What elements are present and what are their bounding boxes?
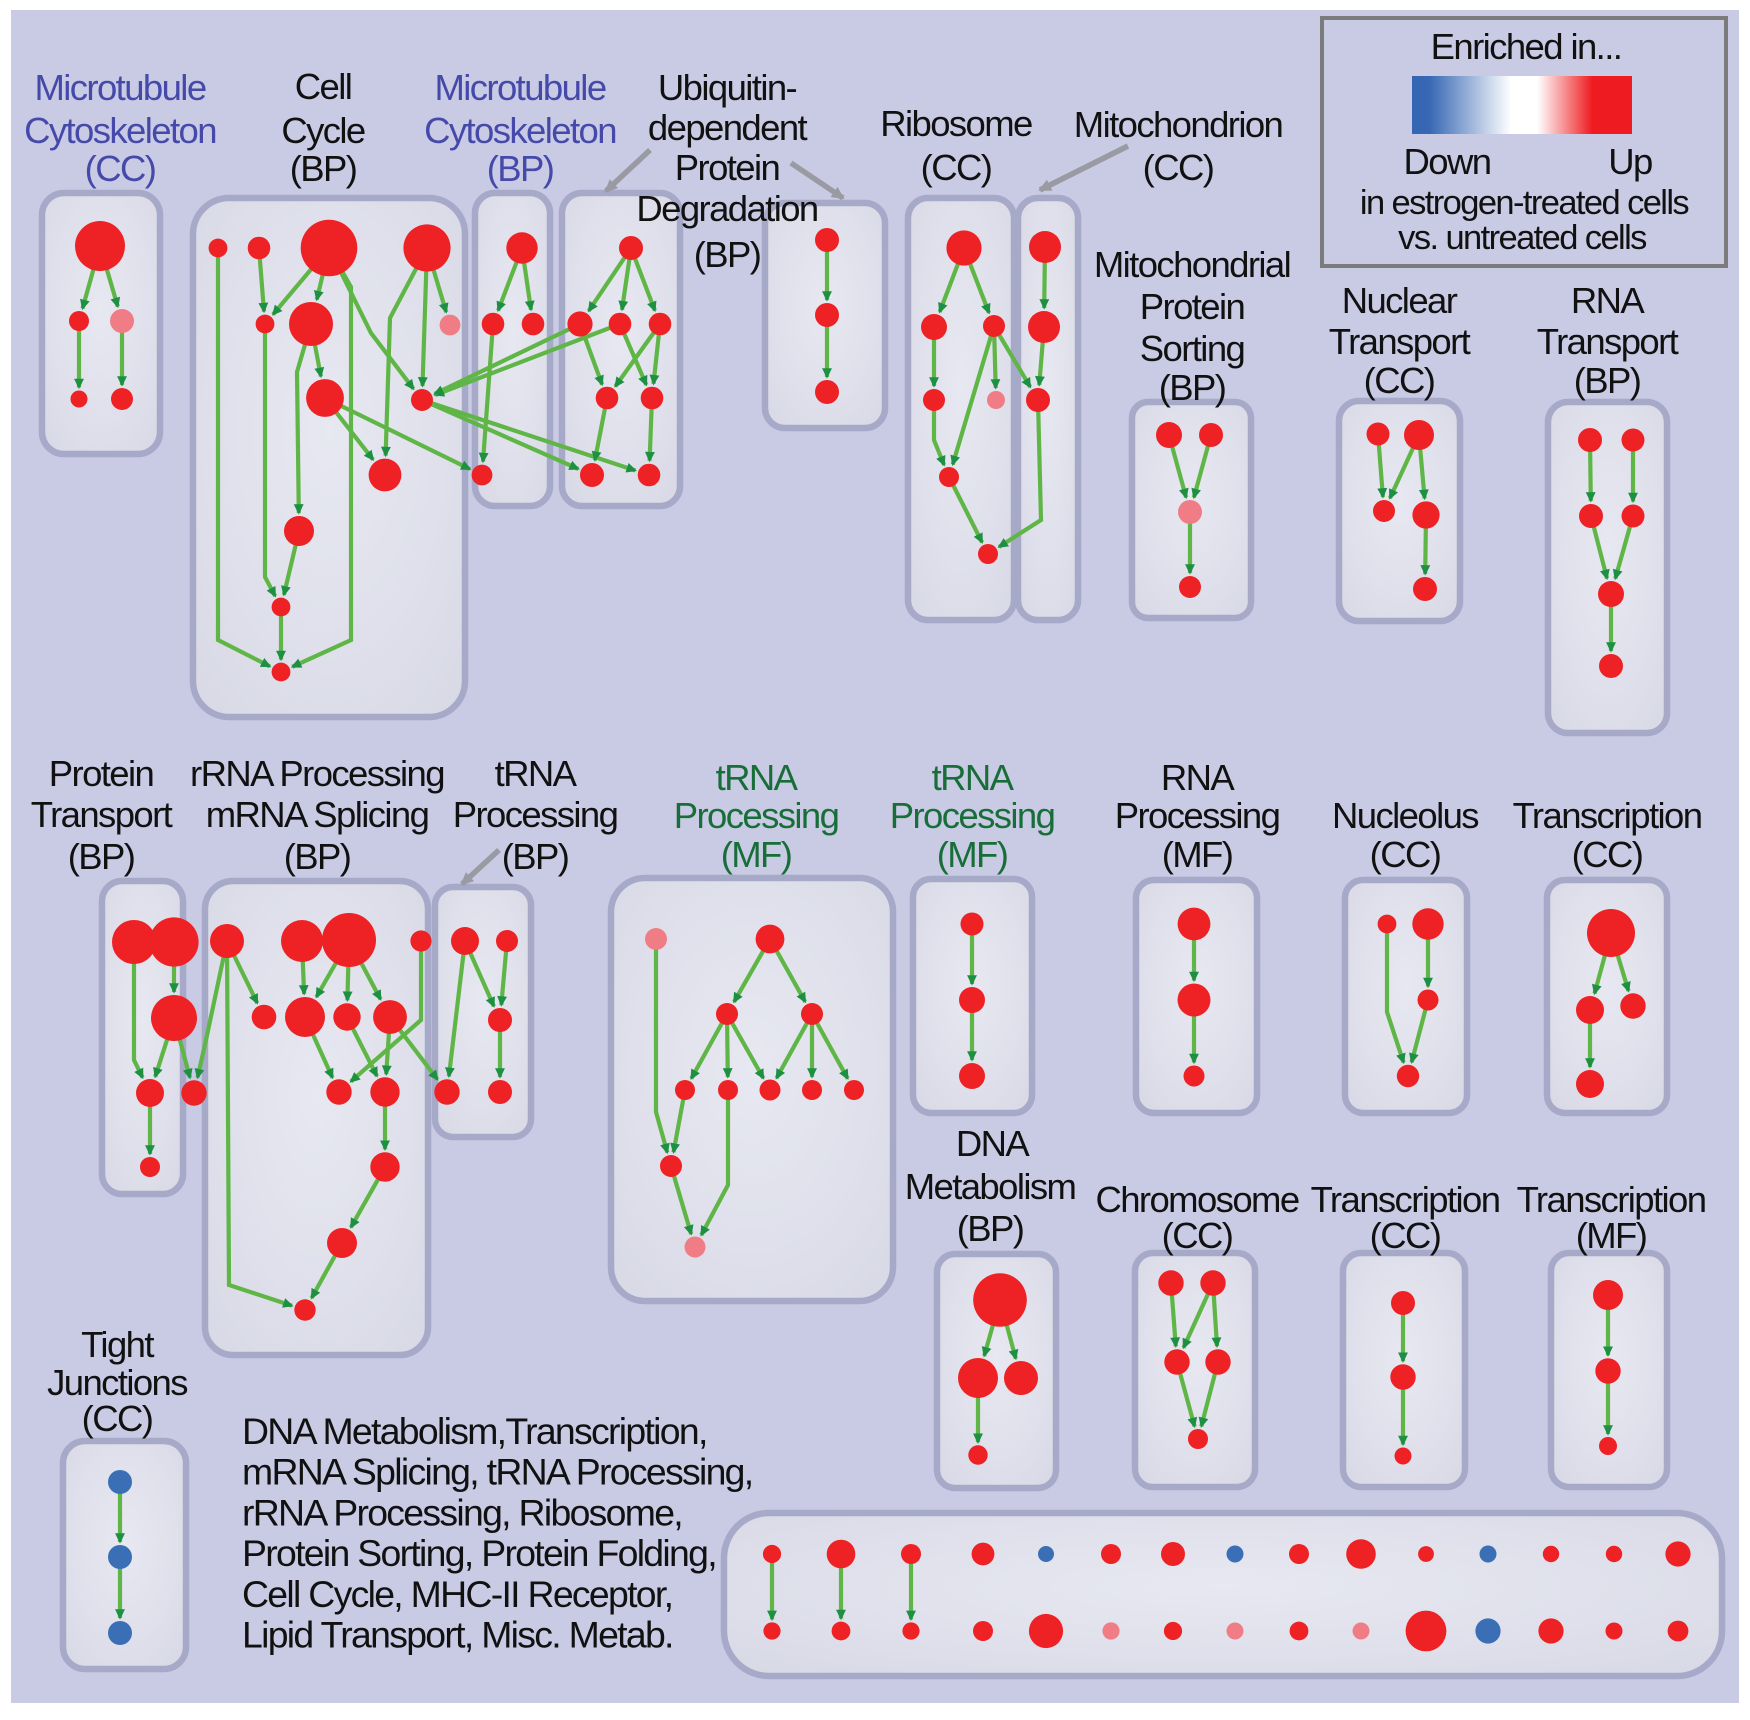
svg-text:Protein: Protein — [49, 753, 153, 794]
svg-text:Processing: Processing — [674, 795, 839, 836]
svg-text:Mitochondrion: Mitochondrion — [1074, 104, 1282, 145]
svg-text:Transcription: Transcription — [1513, 795, 1702, 836]
svg-text:(BP): (BP) — [290, 148, 357, 189]
svg-text:Transport: Transport — [31, 794, 173, 835]
svg-text:(MF): (MF) — [937, 834, 1008, 875]
svg-text:Protein Sorting, Protein Foldi: Protein Sorting, Protein Folding, — [242, 1532, 716, 1574]
svg-text:(CC): (CC) — [1364, 360, 1435, 401]
svg-text:(BP): (BP) — [957, 1208, 1024, 1249]
svg-text:(MF): (MF) — [1576, 1215, 1647, 1256]
svg-text:RNA: RNA — [1161, 757, 1236, 798]
svg-text:RNA: RNA — [1571, 280, 1646, 321]
svg-text:(BP): (BP) — [284, 836, 351, 877]
svg-text:Ubiquitin-: Ubiquitin- — [658, 67, 797, 108]
svg-text:DNA: DNA — [956, 1123, 1031, 1164]
svg-text:Transport: Transport — [1537, 321, 1679, 362]
svg-text:vs. untreated cells: vs. untreated cells — [1398, 219, 1646, 257]
svg-text:(CC): (CC) — [921, 147, 992, 188]
svg-text:Cycle: Cycle — [281, 110, 365, 151]
svg-text:Cytoskeleton: Cytoskeleton — [424, 110, 616, 151]
svg-text:Processing: Processing — [453, 794, 618, 835]
svg-text:Metabolism: Metabolism — [905, 1166, 1076, 1207]
svg-text:Processing: Processing — [890, 795, 1055, 836]
svg-text:Transport: Transport — [1329, 321, 1471, 362]
svg-text:Protein: Protein — [1140, 286, 1244, 327]
svg-text:(BP): (BP) — [1159, 367, 1226, 408]
svg-text:Microtubule: Microtubule — [34, 67, 205, 108]
svg-text:tRNA: tRNA — [495, 753, 578, 794]
svg-text:rRNA Processing: rRNA Processing — [190, 753, 444, 794]
svg-text:Up: Up — [1608, 141, 1652, 182]
svg-text:(MF): (MF) — [721, 834, 792, 875]
svg-text:Mitochondrial: Mitochondrial — [1094, 244, 1290, 285]
svg-text:(BP): (BP) — [487, 148, 554, 189]
svg-text:(BP): (BP) — [694, 234, 761, 275]
svg-text:(CC): (CC) — [1370, 1215, 1441, 1256]
svg-text:Cytoskeleton: Cytoskeleton — [24, 110, 216, 151]
svg-text:Protein: Protein — [675, 147, 779, 188]
svg-text:(CC): (CC) — [1143, 147, 1214, 188]
svg-text:Junctions: Junctions — [47, 1362, 187, 1403]
svg-text:in estrogen-treated cells: in estrogen-treated cells — [1360, 184, 1689, 222]
svg-text:dependent: dependent — [648, 107, 808, 148]
svg-text:(MF): (MF) — [1162, 834, 1233, 875]
svg-text:Processing: Processing — [1115, 795, 1280, 836]
svg-text:Ribosome: Ribosome — [880, 103, 1032, 144]
svg-text:Cell: Cell — [295, 66, 351, 107]
svg-text:Sorting: Sorting — [1140, 328, 1244, 369]
svg-text:Nuclear: Nuclear — [1342, 280, 1458, 321]
svg-text:mRNA Splicing: mRNA Splicing — [206, 794, 429, 835]
svg-text:Transcription: Transcription — [1517, 1179, 1706, 1220]
svg-text:Degradation: Degradation — [636, 188, 817, 229]
svg-text:tRNA: tRNA — [932, 757, 1015, 798]
svg-text:Enriched in...: Enriched in... — [1431, 26, 1622, 67]
svg-text:(BP): (BP) — [1574, 360, 1641, 401]
svg-text:(BP): (BP) — [502, 836, 569, 877]
svg-text:rRNA Processing, Ribosome,: rRNA Processing, Ribosome, — [242, 1491, 682, 1533]
svg-text:(BP): (BP) — [68, 836, 135, 877]
svg-text:(CC): (CC) — [1162, 1215, 1233, 1256]
svg-text:Nucleolus: Nucleolus — [1332, 795, 1478, 836]
svg-text:(CC): (CC) — [1572, 834, 1643, 875]
svg-text:Transcription: Transcription — [1311, 1179, 1500, 1220]
svg-text:tRNA: tRNA — [716, 757, 799, 798]
svg-text:(CC): (CC) — [82, 1398, 153, 1439]
svg-text:Down: Down — [1404, 141, 1491, 182]
svg-text:Chromosome: Chromosome — [1095, 1179, 1298, 1220]
svg-text:(CC): (CC) — [1370, 834, 1441, 875]
svg-text:Tight: Tight — [81, 1324, 154, 1365]
svg-text:Lipid Transport, Misc. Metab.: Lipid Transport, Misc. Metab. — [242, 1614, 673, 1656]
svg-text:(CC): (CC) — [85, 148, 156, 189]
svg-text:DNA Metabolism,Transcription,: DNA Metabolism,Transcription, — [242, 1410, 707, 1452]
svg-text:mRNA Splicing, tRNA Processing: mRNA Splicing, tRNA Processing, — [242, 1451, 752, 1493]
svg-text:Cell Cycle, MHC-II Receptor,: Cell Cycle, MHC-II Receptor, — [242, 1573, 672, 1615]
svg-text:Microtubule: Microtubule — [434, 67, 605, 108]
